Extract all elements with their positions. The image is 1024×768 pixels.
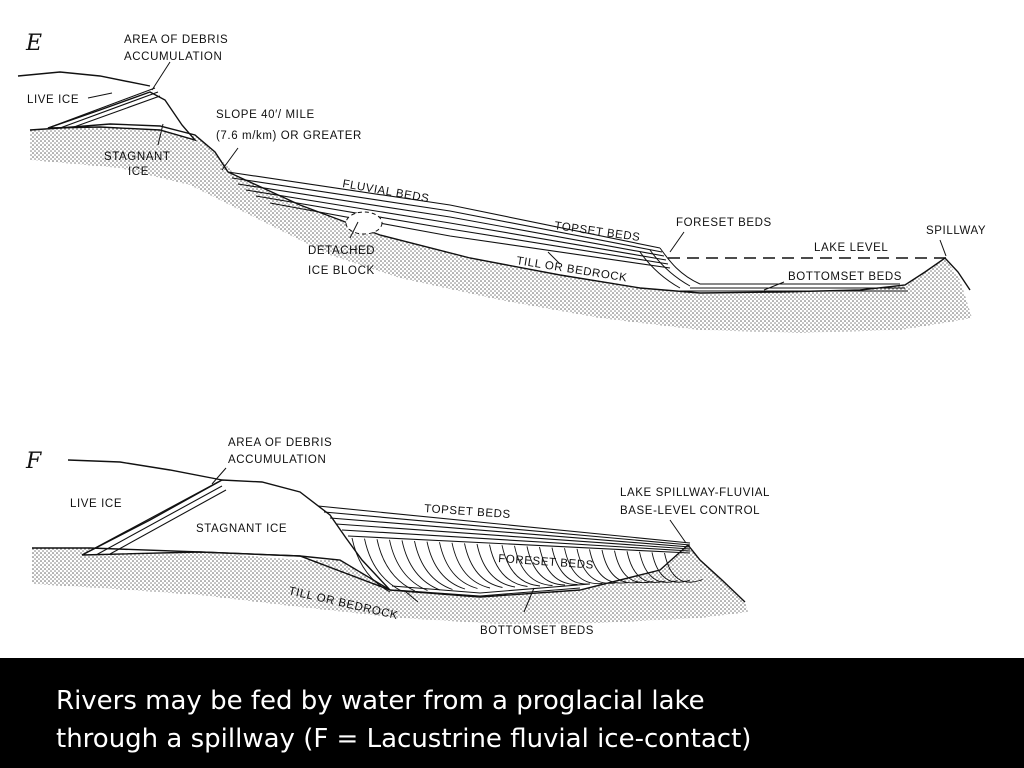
foreset-line xyxy=(589,549,628,584)
bedrock-e xyxy=(30,124,972,333)
label-lake-level-e: LAKE LEVEL xyxy=(814,242,888,254)
label-spillway-f-1: LAKE SPILLWAY-FLUVIAL xyxy=(620,487,770,499)
label-stagnant-e-1: STAGNANT xyxy=(104,151,171,163)
label-slope-e-1: SLOPE 40′/ MILE xyxy=(216,109,315,121)
foreset-line xyxy=(414,540,453,590)
label-slope-e-2: (7.6 m/km) OR GREATER xyxy=(216,130,362,142)
debris-lines-f xyxy=(81,481,227,556)
label-live-ice-f: LIVE ICE xyxy=(70,498,122,510)
label-stagnant-e-2: ICE xyxy=(128,166,149,178)
foreset-line xyxy=(426,541,466,590)
foreset-line xyxy=(526,546,566,586)
live-ice-surface-e xyxy=(17,71,151,87)
foreset-line xyxy=(501,545,541,587)
foreset-beds-f xyxy=(351,537,703,593)
foreset-line xyxy=(464,543,503,588)
panel-e: E xyxy=(17,31,986,333)
foreset-line xyxy=(376,539,416,592)
foreset-line xyxy=(539,546,578,585)
foreset-line xyxy=(401,540,441,591)
foreset-line xyxy=(439,542,478,589)
label-detached-e-2: ICE BLOCK xyxy=(308,265,375,277)
caption: Rivers may be fed by water from a progla… xyxy=(56,682,996,758)
bedrock-f xyxy=(32,545,748,624)
label-foreset-f: FORESET BEDS xyxy=(498,553,594,572)
foreset-line xyxy=(364,538,403,592)
foreset-line xyxy=(389,539,428,591)
panel-f-letter: F xyxy=(25,449,42,474)
leader-lines-f xyxy=(211,467,687,613)
foreset-line xyxy=(651,552,691,583)
foreset-line xyxy=(489,544,528,587)
ground-surface-e xyxy=(29,123,971,294)
label-stagnant-f: STAGNANT ICE xyxy=(196,523,287,535)
foreset-line xyxy=(664,552,703,583)
foreset-line xyxy=(351,537,391,593)
glacial-diagram: E xyxy=(17,31,986,637)
label-debris-e-2: ACCUMULATION xyxy=(124,51,222,63)
label-debris-f-2: ACCUMULATION xyxy=(228,454,326,466)
foreset-line xyxy=(614,550,653,584)
label-bottomset-e: BOTTOMSET BEDS xyxy=(788,271,902,283)
fluvial-beds-e xyxy=(227,171,671,269)
foreset-line xyxy=(451,542,491,589)
foreset-line xyxy=(601,549,641,584)
detached-ice-block-e xyxy=(345,211,383,235)
caption-line-1: Rivers may be fed by water from a progla… xyxy=(56,686,705,716)
label-spillway-e: SPILLWAY xyxy=(926,225,986,237)
live-ice-surface-f xyxy=(67,459,223,481)
diagram-panel: E xyxy=(0,0,1024,658)
caption-line-2: through a spillway (F = Lacustrine fluvi… xyxy=(56,724,752,754)
label-debris-f-1: AREA OF DEBRIS xyxy=(228,437,332,449)
debris-lines-e xyxy=(47,87,161,129)
label-bottomset-f: BOTTOMSET BEDS xyxy=(480,625,594,637)
foreset-beds-e xyxy=(639,247,701,289)
label-spillway-f-2: BASE-LEVEL CONTROL xyxy=(620,505,760,517)
label-debris-e-1: AREA OF DEBRIS xyxy=(124,34,228,46)
leader-lines-e xyxy=(87,61,947,291)
panel-f: F xyxy=(25,437,770,637)
stagnant-ice-e xyxy=(47,91,198,142)
label-foreset-e: FORESET BEDS xyxy=(676,217,772,229)
bottomset-beds-e xyxy=(680,283,908,292)
foreset-line xyxy=(576,548,616,584)
ground-surface-f xyxy=(32,543,746,603)
foreset-line xyxy=(514,545,553,586)
label-topset-e: TOPSET BEDS xyxy=(554,220,642,244)
topset-beds-f xyxy=(317,505,691,554)
label-live-ice-e: LIVE ICE xyxy=(27,94,79,106)
foreset-line xyxy=(564,548,603,584)
label-detached-e-1: DETACHED xyxy=(308,245,375,257)
bottomset-beds-f xyxy=(391,583,591,597)
panel-e-letter: E xyxy=(25,31,42,56)
foreset-line xyxy=(476,543,516,588)
